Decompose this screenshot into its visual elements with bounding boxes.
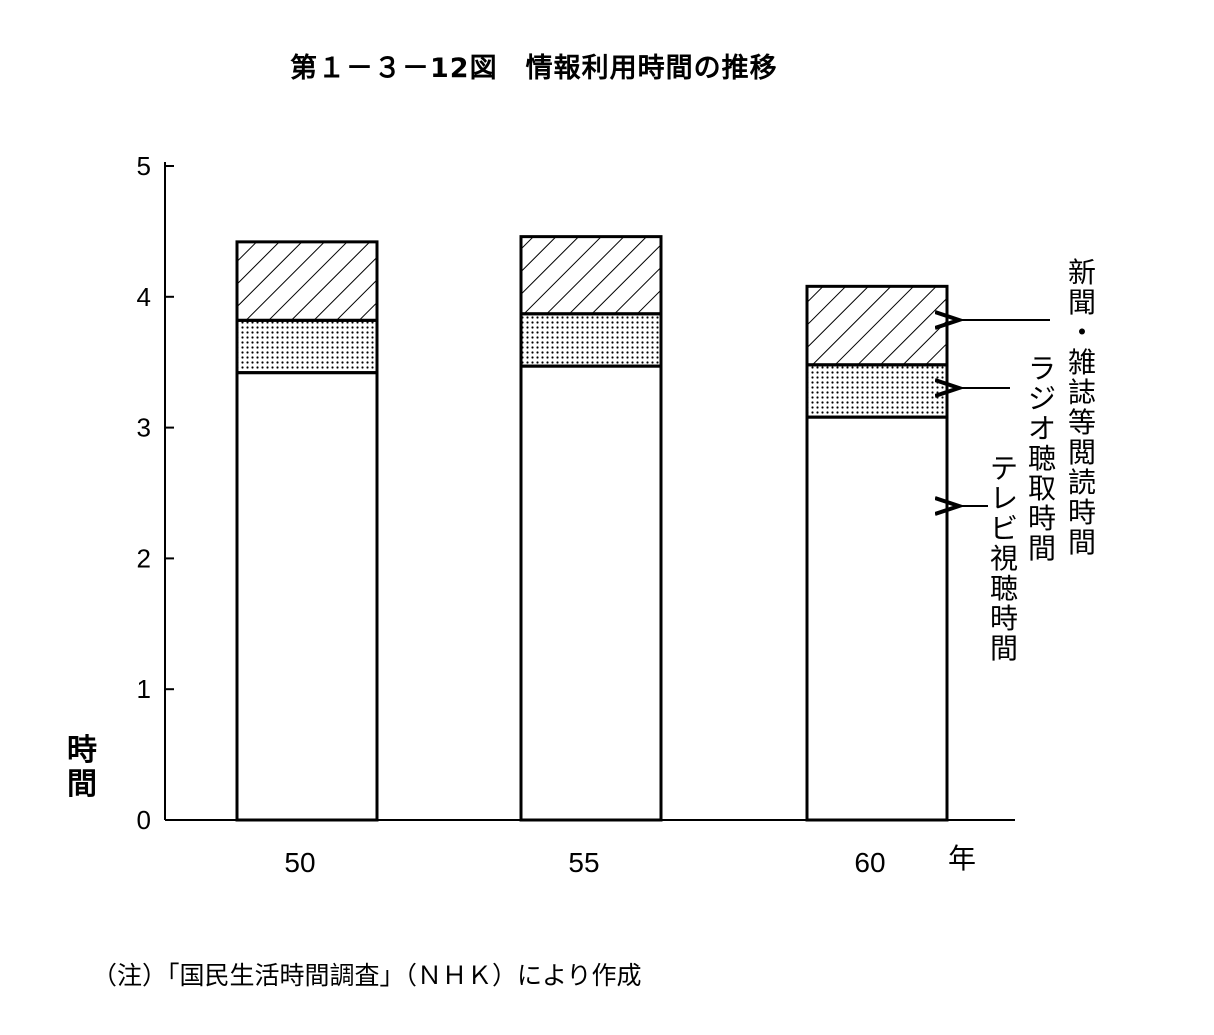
y-tick-label: 0 (137, 805, 151, 835)
legend-label-tv: テレビ視聴時間 (990, 452, 1018, 665)
x-tick-label: 50 (284, 847, 315, 878)
y-tick-label: 4 (137, 282, 151, 312)
source-note: （注）「国民生活時間調査」（ＮＨＫ）により作成 (92, 961, 642, 990)
x-tick-label: 60 (854, 847, 885, 878)
y-tick-label: 1 (137, 674, 151, 704)
bar-segment-tv-55 (519, 364, 663, 822)
legend-label-radio: ラジオ聴取時間 (1028, 352, 1056, 565)
bar-segment-radio-60 (805, 363, 949, 419)
bar-segment-radio-50 (235, 318, 379, 375)
y-tick-label: 5 (137, 151, 151, 181)
bar-segment-newspaper-60 (805, 284, 949, 367)
bar-segment-tv-50 (235, 371, 379, 822)
legend-label-newspaper: 新聞・雑誌等閲読時間 (1068, 256, 1096, 559)
bar-segment-newspaper-50 (235, 240, 379, 322)
chart-title: 第１－３－12図 情報利用時間の推移 (290, 53, 778, 84)
bar-segment-newspaper-55 (519, 235, 663, 316)
x-tick-label: 55 (568, 847, 599, 878)
y-tick-label: 2 (137, 543, 151, 573)
bar-segment-radio-55 (519, 312, 663, 368)
bar-segment-tv-60 (805, 415, 949, 822)
y-axis-label: 時間 (67, 733, 97, 802)
x-axis-unit-label: 年 (948, 843, 976, 874)
bars-group: 50 55 60 (235, 235, 949, 878)
y-tick-label: 3 (137, 413, 151, 443)
